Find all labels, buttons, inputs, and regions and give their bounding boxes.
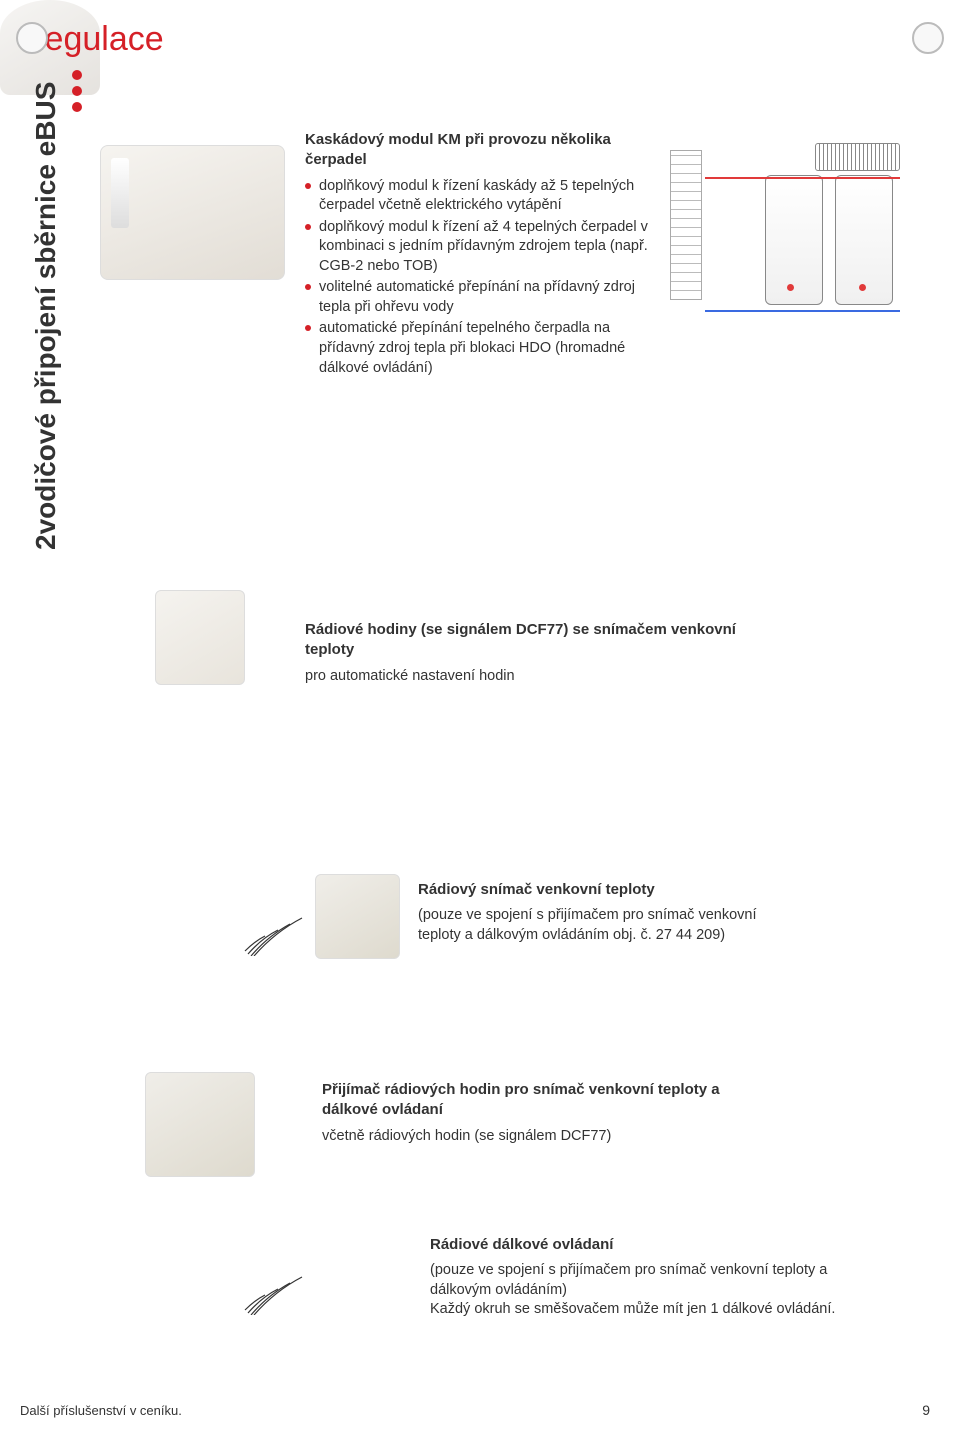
clock-desc: pro automatické nastavení hodin: [305, 667, 745, 687]
radio-waves-icon: [240, 896, 310, 956]
module-list: doplňkový modul k řízení kaskády až 5 te…: [305, 177, 655, 379]
list-item: volitelné automatické přepínání na přída…: [305, 278, 655, 317]
decorative-dots: [72, 70, 82, 112]
list-item: automatické přepínání tepelného čerpadla…: [305, 319, 655, 378]
clock-title: Rádiové hodiny (se signálem DCF77) se sn…: [305, 620, 745, 661]
sensor-block: Rádiový snímač venkovní teploty (pouze v…: [418, 880, 778, 945]
list-item: doplňkový modul k řízení až 4 tepelných …: [305, 218, 655, 277]
receiver-block: Přijímač rádiových hodin pro snímač venk…: [322, 1080, 752, 1146]
outdoor-sensor-image: [315, 874, 400, 959]
vertical-section-label: 2vodičové připojení sběrnice eBUS: [30, 82, 62, 550]
remote-desc: (pouze ve spojení s přijímačem pro sníma…: [430, 1261, 850, 1300]
module-title: Kaskádový modul KM při provozu několika …: [305, 130, 655, 171]
module-image: [100, 145, 285, 280]
clock-block: Rádiové hodiny (se signálem DCF77) se sn…: [305, 620, 745, 686]
receiver-title: Přijímač rádiových hodin pro snímač venk…: [322, 1080, 752, 1121]
radio-clock-image: [155, 590, 245, 685]
sensor-title: Rádiový snímač venkovní teploty: [418, 880, 778, 900]
sensor-desc: (pouze ve spojení s přijímačem pro sníma…: [418, 906, 778, 945]
remote-title: Rádiové dálkové ovládaní: [430, 1235, 850, 1255]
heating-schematic: [670, 145, 905, 320]
list-item: doplňkový modul k řízení kaskády až 5 te…: [305, 177, 655, 216]
page-number: 9: [922, 1402, 930, 1418]
radio-waves-icon: [240, 1255, 310, 1315]
footer-note: Další příslušenství v ceníku.: [20, 1403, 182, 1418]
receiver-image: [145, 1072, 255, 1177]
remote-block: Rádiové dálkové ovládaní (pouze ve spoje…: [430, 1235, 850, 1320]
module-block: Kaskádový modul KM při provozu několika …: [305, 130, 655, 380]
receiver-desc: včetně rádiových hodin (se signálem DCF7…: [322, 1127, 752, 1147]
remote-desc-2: Každý okruh se směšovačem může mít jen 1…: [430, 1300, 850, 1320]
